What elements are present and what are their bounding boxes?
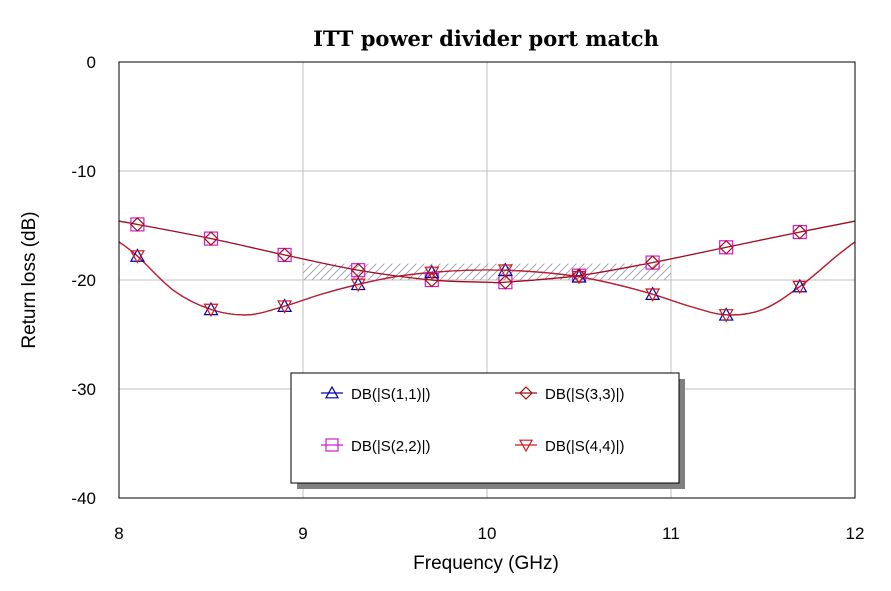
y-tick-label-2: -20 <box>71 271 96 290</box>
legend-label-1: DB(|S(2,2)|) <box>351 438 430 455</box>
legend-marker-0 <box>324 385 340 399</box>
series-2-marker-0 <box>130 217 145 232</box>
series-2-marker-5 <box>498 274 513 290</box>
legend-marker-3 <box>518 439 534 453</box>
y-tick-label-3: -30 <box>71 380 96 399</box>
series-0-marker-8 <box>718 307 734 321</box>
series-0-marker-6 <box>571 268 587 283</box>
series-3-marker-7 <box>645 288 661 302</box>
series-0-marker-2 <box>277 298 293 312</box>
series-3-marker-9 <box>792 280 808 295</box>
series-markers <box>129 217 808 323</box>
series-2-marker-1 <box>203 231 219 246</box>
series-0-marker-1 <box>203 301 219 316</box>
legend-box <box>290 372 680 484</box>
series-3-marker-0 <box>129 250 145 264</box>
series-2-marker-9 <box>792 224 808 240</box>
series-2-marker-2 <box>277 247 292 263</box>
legend-label-3: DB(|S(4,4)|) <box>545 438 624 455</box>
series-3-marker-8 <box>718 309 734 323</box>
chart-title: ITT power divider port match <box>313 26 659 51</box>
series-0-marker-5 <box>497 262 513 276</box>
legend-marker-2 <box>519 386 533 400</box>
x-axis-label: Frequency (GHz) <box>413 553 559 574</box>
legend-marker-1 <box>325 438 339 452</box>
y-tick-label-0: 0 <box>87 53 96 72</box>
legend-label-0: DB(|S(1,1)|) <box>351 386 430 403</box>
series-3-marker-6 <box>571 270 587 285</box>
series-0-marker-7 <box>645 286 661 300</box>
series-0-marker-0 <box>129 248 145 262</box>
legend: DB(|S(1,1)|) DB(|S(3,3)|) DB(|S(2,2)|) DB(|… <box>290 372 685 489</box>
x-tick-label-1: 9 <box>298 524 307 543</box>
series-3-marker-3 <box>350 278 366 293</box>
legend-label-2: DB(|S(3,3)|) <box>545 386 624 403</box>
x-tick-label-3: 11 <box>662 524 680 543</box>
series-0-marker-4 <box>424 264 440 279</box>
x-tick-label-0: 8 <box>114 524 123 543</box>
series-2-marker-8 <box>718 239 734 255</box>
x-tick-label-2: 10 <box>478 524 497 543</box>
series-0-marker-3 <box>350 276 366 291</box>
series-3-marker-5 <box>497 264 513 278</box>
x-tick-label-4: 12 <box>846 524 865 543</box>
series-line-2 <box>118 220 856 284</box>
series-3-marker-4 <box>424 266 440 281</box>
y-tick-label-1: -10 <box>71 162 96 181</box>
series-line-3 <box>118 241 856 316</box>
tick-labels: 8 9 10 11 12 0 -10 -20 -30 -40 <box>71 53 864 543</box>
y-tick-label-4: -40 <box>71 489 96 508</box>
series-0-marker-9 <box>792 278 808 293</box>
plot-frame <box>118 61 856 499</box>
y-axis-label: Return loss (dB) <box>19 211 40 348</box>
series-2-marker-7 <box>645 255 660 270</box>
series-3-marker-2 <box>277 300 293 314</box>
series-3-marker-1 <box>203 303 219 318</box>
series-lines <box>118 220 856 316</box>
